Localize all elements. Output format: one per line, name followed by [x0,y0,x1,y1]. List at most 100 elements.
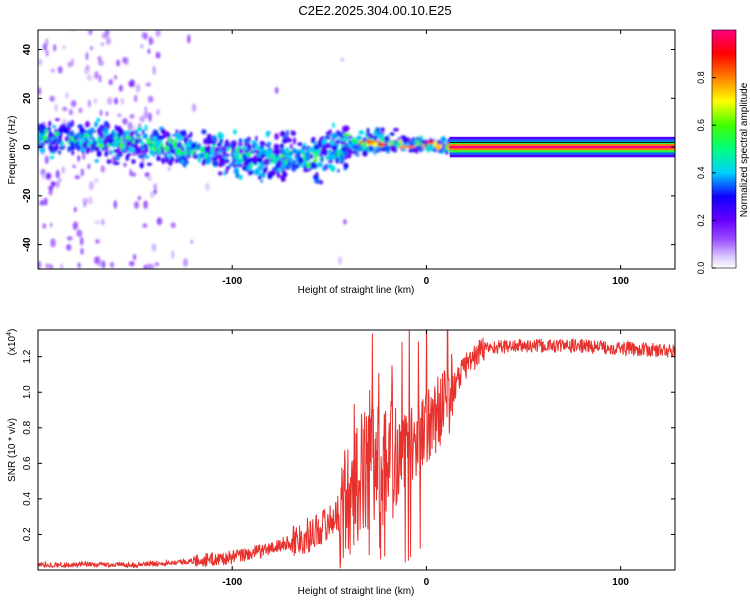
spectrogram-x-ticks: -100 0 100 [222,30,629,287]
band-mark [367,143,371,147]
band-mark [292,137,297,145]
band-mark [271,168,276,176]
band-mark [181,129,187,137]
noise-mark [101,260,106,269]
band-mark [322,138,327,144]
band-mark [211,135,217,142]
band-mark [306,162,311,169]
band-mark [210,152,215,157]
noise-mark [68,109,73,116]
band-mark [446,146,451,149]
band-mark [80,146,86,152]
band-mark [189,131,193,138]
band-mark [381,136,385,144]
band-mark [321,145,326,152]
noise-mark [156,108,160,116]
noise-mark [105,36,111,46]
band-mark [317,143,321,147]
band-mark [373,148,376,156]
band-mark [281,162,286,170]
noise-mark [45,38,49,47]
band-mark [197,157,202,163]
noise-mark [170,222,176,229]
colorbar-tick-label: 0.4 [696,167,706,180]
band-mark [358,130,365,135]
noise-mark [87,163,91,170]
band-mark [221,134,225,138]
band-mark [229,162,233,168]
band-mark [233,150,239,157]
noise-mark [343,219,347,225]
band-mark [213,149,218,157]
y-tick-label: 0.8 [22,420,33,434]
noise-mark [131,151,137,156]
band-mark [299,164,304,168]
noise-mark [144,32,148,40]
band-mark [156,139,161,145]
band-mark [244,138,250,145]
steady-line [449,136,675,158]
band-mark [313,151,318,159]
band-mark [142,133,148,139]
noise-mark [52,182,56,187]
band-mark [86,133,90,138]
noise-mark [142,223,148,228]
bright-mark [426,140,435,144]
spectrogram-panel: -100 0 100 -40 -20 0 20 40 Height of straight … [7,29,676,296]
noise-mark [133,253,137,261]
band-mark [164,145,170,152]
noise-mark [86,74,93,81]
band-mark [266,141,272,146]
band-mark [216,153,222,159]
band-mark [118,128,124,135]
band-mark [430,143,435,151]
band-mark [238,143,243,147]
band-mark [264,166,268,172]
band-mark [160,128,166,134]
noise-mark [140,44,144,49]
bright-mark [406,145,415,149]
band-mark [393,127,399,132]
band-mark [49,131,52,138]
band-mark [313,144,319,150]
band-mark [207,155,212,163]
band-mark [43,139,49,144]
snr-y-label: SNR (10 * v/v) [7,418,18,482]
noise-mark [153,188,157,195]
band-mark [301,145,306,151]
noise-mark [39,200,45,206]
band-mark [215,147,221,151]
snr-y-ticks: 0.2 0.4 0.6 0.8 1.0 1.2 [22,349,675,541]
band-mark [226,165,231,170]
noise-mark [62,45,66,50]
band-mark [113,161,120,165]
noise-mark [131,172,136,177]
noise-mark [147,48,151,54]
noise-mark [123,162,127,167]
noise-mark [139,115,145,123]
band-mark [234,140,237,148]
noise-mark [190,239,193,244]
band-mark [76,144,81,150]
band-mark [160,146,164,152]
noise-mark [129,168,132,177]
snr-panel: -100 0 100 0.2 0.4 0.6 0.8 1.0 1.2 Height of st… [6,329,676,597]
band-mark [415,147,419,154]
noise-mark [155,30,161,37]
band-mark [358,143,361,147]
noise-mark [61,166,65,174]
band-mark [248,169,251,176]
band-mark [38,136,42,142]
band-mark [39,124,42,128]
band-mark [71,137,75,142]
band-mark [320,157,324,162]
band-mark [279,143,284,149]
noise-mark [67,61,72,68]
colorbar-label: Normalized spectral amplitude [739,82,750,217]
band-mark [224,141,230,148]
band-mark [127,136,132,141]
noise-mark [148,112,152,122]
band-mark [217,142,222,148]
band-mark [238,148,244,155]
noise-mark [73,206,77,213]
